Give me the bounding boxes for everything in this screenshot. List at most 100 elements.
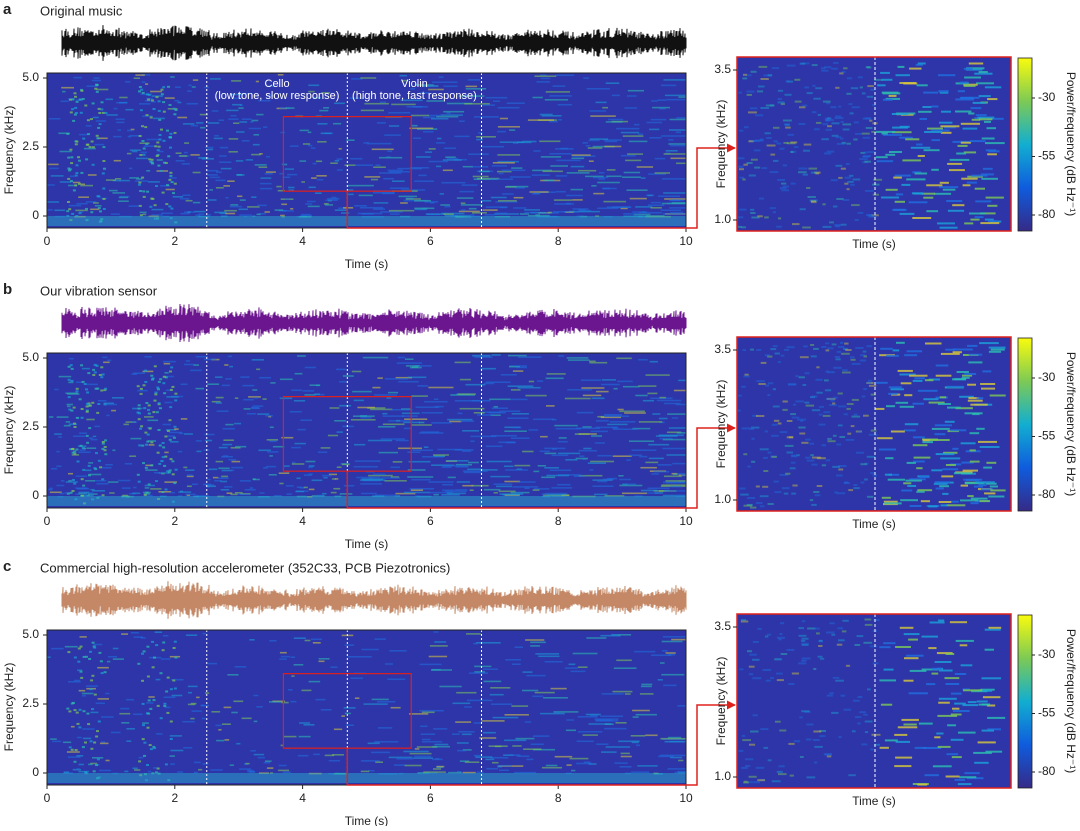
spectral-texture [68, 204, 82, 207]
spectral-texture [279, 107, 290, 109]
spectral-texture [653, 470, 669, 473]
spectral-texture [462, 165, 473, 168]
spectral-texture [779, 431, 788, 434]
spectral-texture [545, 764, 558, 767]
spectral-texture [526, 758, 534, 761]
spectral-texture [963, 689, 983, 692]
spectral-texture [141, 176, 145, 179]
spectral-texture [456, 742, 469, 744]
spectral-texture [395, 376, 412, 379]
spectral-texture [170, 207, 174, 210]
spectral-texture [61, 480, 65, 482]
spectral-texture [929, 439, 950, 441]
spectral-texture [334, 420, 346, 422]
spectral-texture [750, 730, 759, 733]
spectral-texture [494, 745, 502, 748]
spectral-texture [69, 357, 74, 360]
spectral-texture [596, 390, 609, 393]
spectral-texture [578, 731, 603, 733]
spectral-texture [605, 121, 623, 123]
spectral-texture [144, 126, 148, 129]
spectral-texture [773, 159, 779, 162]
spectral-texture [777, 179, 786, 181]
spectral-texture [138, 760, 142, 763]
low-band [47, 773, 686, 783]
spectral-texture [934, 736, 941, 739]
x-tick-label: 10 [679, 514, 693, 528]
spectral-texture [150, 488, 162, 490]
spectral-texture [67, 378, 71, 381]
spectral-texture [576, 762, 592, 765]
spectral-texture [827, 117, 832, 120]
spectral-texture [81, 98, 85, 100]
spectral-texture [960, 499, 979, 502]
spectral-texture [160, 658, 171, 660]
spectral-texture [922, 441, 933, 444]
x-tick-label: 2 [171, 791, 178, 805]
spectral-texture [846, 142, 851, 145]
spectral-texture [765, 679, 771, 682]
spectral-texture [139, 387, 143, 390]
spectral-texture [159, 717, 163, 720]
spectral-texture [99, 210, 102, 213]
spectral-texture [931, 667, 942, 670]
spectral-texture [146, 726, 150, 729]
spectral-texture [764, 216, 769, 219]
spectral-texture [76, 488, 90, 490]
spectral-texture [166, 435, 175, 437]
spectral-texture [557, 440, 568, 443]
spectral-texture [853, 121, 859, 124]
spectral-texture [421, 412, 443, 414]
spectral-texture [166, 676, 170, 679]
spectral-texture [648, 173, 666, 175]
spectral-texture [801, 620, 806, 623]
spectral-texture [328, 473, 337, 476]
spectral-texture [180, 383, 188, 386]
spectral-texture [830, 106, 837, 109]
spectral-texture [850, 425, 855, 428]
spectral-texture [368, 477, 374, 479]
spectral-texture [647, 487, 670, 490]
spectral-texture [234, 397, 239, 399]
spectral-texture [959, 81, 969, 84]
spectral-texture [67, 201, 70, 203]
spectral-texture [611, 94, 620, 97]
spectral-texture [121, 633, 128, 635]
spectral-texture [162, 139, 166, 142]
spectral-texture [811, 409, 821, 412]
spectral-texture [870, 88, 875, 91]
spectral-texture [555, 190, 566, 193]
spectral-texture [376, 700, 396, 703]
spectral-texture [318, 658, 330, 660]
spectral-texture [857, 430, 862, 433]
spectral-texture [616, 357, 632, 360]
spectral-texture [555, 427, 581, 430]
spectral-texture [975, 481, 995, 484]
spectral-texture [416, 156, 431, 158]
spectral-texture [296, 486, 303, 488]
spectral-texture [763, 746, 769, 749]
spectral-texture [420, 725, 428, 728]
spectral-texture [145, 464, 153, 467]
spectral-texture [813, 668, 817, 670]
spectral-texture [623, 385, 640, 388]
spectral-texture [771, 455, 777, 458]
spectral-texture [124, 770, 129, 773]
spectral-texture [802, 226, 811, 229]
spectral-texture [648, 443, 670, 446]
spectral-texture [864, 623, 873, 626]
spectral-texture [799, 716, 803, 719]
spectral-texture [269, 455, 273, 457]
spectral-texture [975, 114, 987, 117]
spectral-texture [545, 377, 564, 380]
spectral-texture [403, 427, 412, 430]
spectral-texture [662, 438, 686, 441]
spectral-texture [546, 474, 570, 477]
spectral-texture [251, 407, 261, 410]
spectral-texture [625, 159, 642, 162]
spectral-texture [901, 718, 919, 721]
spectral-texture [132, 492, 141, 495]
spectral-texture [278, 764, 287, 767]
spectral-texture [116, 121, 125, 124]
spectral-texture [884, 473, 892, 476]
